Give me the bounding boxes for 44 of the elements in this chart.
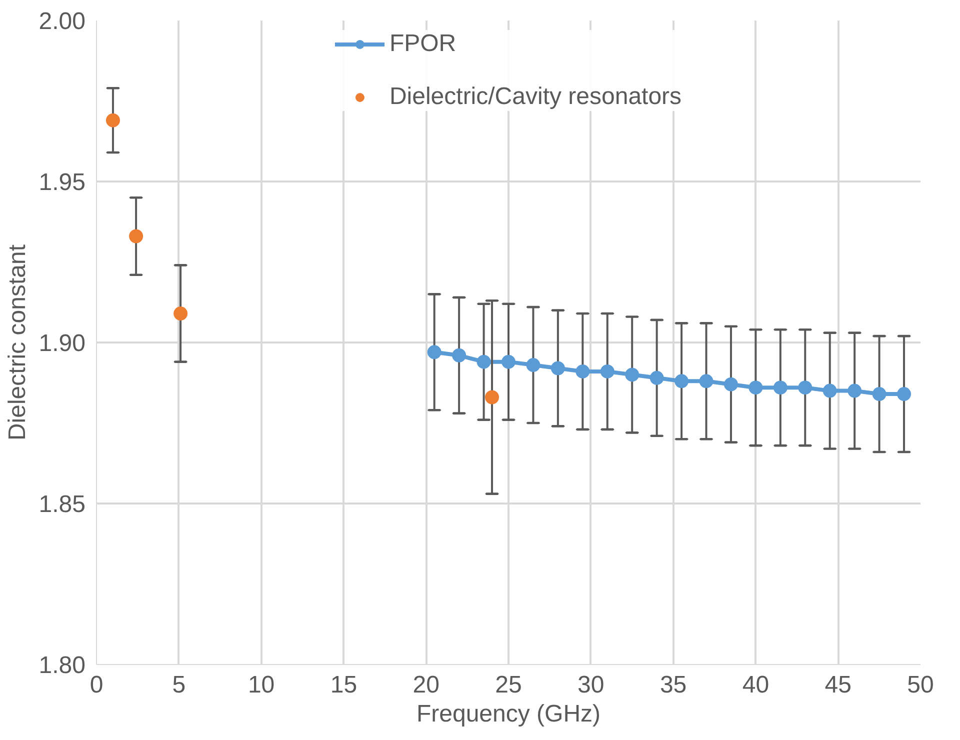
- point: [576, 364, 590, 378]
- legend-label: Dielectric/Cavity resonators: [389, 83, 682, 111]
- point: [897, 387, 912, 402]
- y-axis-title: Dielectric constant: [4, 244, 31, 441]
- point: [699, 374, 714, 388]
- point: [625, 368, 640, 382]
- x-tick-label: 20: [412, 672, 440, 698]
- point: [476, 354, 491, 369]
- point: [106, 113, 120, 128]
- point: [848, 384, 862, 398]
- point: [485, 390, 500, 404]
- x-tick-label: 0: [90, 672, 104, 698]
- y-tick-label: 1.80: [38, 652, 86, 679]
- point: [748, 380, 763, 395]
- point: [650, 370, 664, 385]
- point: [872, 387, 886, 402]
- point: [724, 377, 738, 392]
- x-tick-label: 5: [172, 672, 186, 698]
- point: [550, 361, 565, 376]
- point: [798, 380, 812, 395]
- point: [526, 358, 540, 372]
- x-tick-label: 15: [330, 672, 358, 698]
- point: [174, 306, 188, 321]
- point: [822, 384, 837, 398]
- point: [600, 364, 614, 378]
- x-tick-label: 25: [495, 672, 522, 698]
- x-tick-label: 40: [742, 672, 770, 698]
- y-tick-label: 1.90: [38, 330, 86, 357]
- point: [502, 354, 516, 369]
- x-tick-label: 10: [248, 672, 275, 698]
- x-tick-label: 50: [907, 672, 934, 698]
- y-tick-label: 2.00: [38, 8, 86, 35]
- y-tick-label: 1.85: [38, 491, 86, 518]
- point: [129, 229, 144, 244]
- point: [427, 345, 442, 360]
- x-tick-label: 45: [824, 672, 852, 698]
- point: [452, 348, 466, 362]
- x-tick-label: 35: [660, 672, 687, 698]
- x-axis-title: Frequency (GHz): [416, 700, 601, 728]
- legend-label: FPOR: [389, 30, 456, 58]
- x-tick-label: 30: [578, 672, 604, 698]
- y-tick-label: 1.95: [38, 169, 86, 196]
- point: [773, 380, 788, 395]
- point: [674, 374, 689, 388]
